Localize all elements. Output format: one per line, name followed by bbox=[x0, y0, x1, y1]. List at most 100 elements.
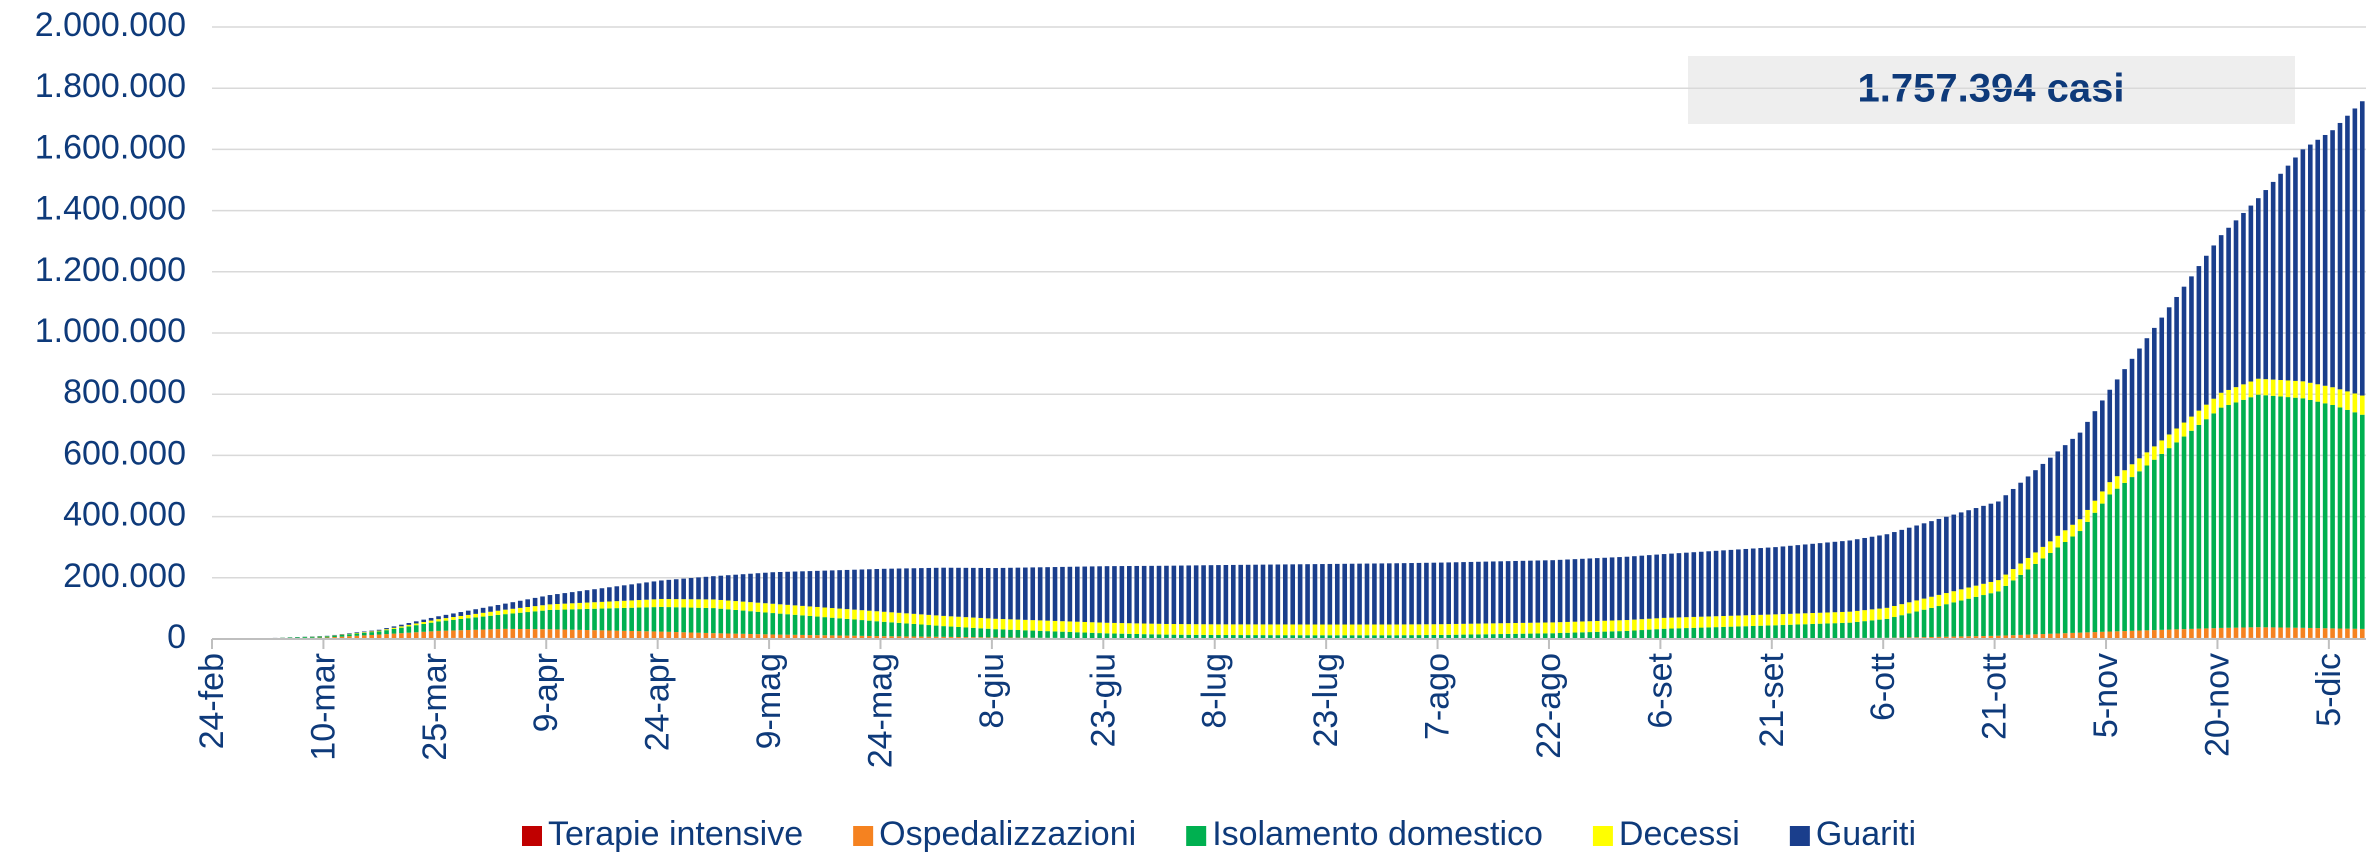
bar-segment bbox=[948, 626, 954, 637]
bar-segment bbox=[896, 636, 902, 639]
bar-segment bbox=[384, 629, 389, 631]
bar-segment bbox=[1394, 624, 1400, 636]
bar-segment bbox=[1476, 623, 1481, 635]
bar-segment bbox=[2352, 393, 2358, 413]
bar-segment bbox=[2307, 144, 2313, 383]
bar-segment bbox=[1624, 620, 1630, 631]
bar-segment bbox=[881, 611, 887, 622]
bar-segment bbox=[1089, 622, 1095, 633]
bar-segment bbox=[815, 635, 820, 639]
bar-segment bbox=[2255, 378, 2261, 395]
bar-segment bbox=[904, 623, 909, 637]
bar-segment bbox=[1958, 636, 1964, 639]
bar-segment bbox=[1788, 624, 1793, 639]
bar-segment bbox=[465, 618, 471, 630]
bar-segment bbox=[1661, 628, 1667, 639]
bar-segment bbox=[1498, 634, 1503, 639]
bar-segment bbox=[1468, 561, 1474, 624]
bar-segment bbox=[517, 629, 523, 638]
bar-segment bbox=[919, 636, 924, 639]
bar-segment bbox=[829, 635, 835, 639]
bar-segment bbox=[376, 630, 382, 632]
bar-segment bbox=[517, 612, 523, 630]
bar-segment bbox=[1765, 625, 1771, 639]
bar-segment bbox=[785, 571, 790, 605]
bar-segment bbox=[822, 617, 828, 636]
grid bbox=[212, 26, 2366, 640]
bar-segment bbox=[896, 568, 902, 613]
bar-segment bbox=[2293, 397, 2298, 628]
bar-segment bbox=[1929, 607, 1934, 637]
bar-segment bbox=[644, 631, 649, 639]
bar-segment bbox=[2196, 410, 2202, 425]
bar-segment bbox=[421, 631, 426, 639]
bar-segment bbox=[2166, 307, 2172, 435]
bar-segment bbox=[2345, 628, 2350, 638]
bar-segment bbox=[629, 584, 634, 601]
bar-segment bbox=[2285, 627, 2291, 638]
bar-segment bbox=[339, 634, 345, 637]
bar-segment bbox=[2181, 436, 2187, 630]
legend-label: Guariti bbox=[1816, 815, 1916, 853]
bar-segment bbox=[480, 629, 486, 638]
bar-segment bbox=[1721, 550, 1726, 616]
bar-segment bbox=[777, 613, 783, 635]
bar-segment bbox=[2337, 389, 2343, 408]
bar-segment bbox=[1869, 609, 1875, 621]
bar-segment bbox=[2159, 317, 2165, 441]
bar-segment bbox=[391, 627, 397, 629]
bar-segment bbox=[2085, 421, 2090, 510]
bar-segment bbox=[2233, 387, 2239, 403]
bar-segment bbox=[985, 618, 991, 629]
bar-segment bbox=[2278, 380, 2283, 397]
bar-segment bbox=[785, 634, 790, 639]
bar-segment bbox=[2181, 422, 2187, 437]
bar-segment bbox=[1104, 566, 1110, 623]
bar-segment bbox=[547, 609, 553, 630]
bar-segment bbox=[1810, 623, 1815, 639]
bar-segment bbox=[2241, 212, 2246, 385]
bar-segment bbox=[1617, 620, 1622, 632]
bar-segment bbox=[391, 626, 397, 628]
bar-segment bbox=[2181, 286, 2187, 423]
bar-segment bbox=[1899, 529, 1905, 605]
bar-segment bbox=[688, 599, 694, 608]
bar-segment bbox=[480, 607, 486, 613]
bar-segment bbox=[1127, 566, 1132, 624]
bar-segment bbox=[1334, 563, 1340, 625]
bar-segment bbox=[473, 613, 478, 618]
bar-segment bbox=[703, 607, 709, 633]
y-tick-label: 400.000 bbox=[63, 496, 186, 534]
bar-segment bbox=[1728, 549, 1734, 616]
bar-segment bbox=[2174, 442, 2179, 630]
bar-segment bbox=[993, 568, 998, 619]
bar-segment bbox=[2010, 635, 2016, 639]
bar-segment bbox=[1394, 563, 1400, 625]
bar-segment bbox=[592, 608, 597, 631]
bar-segment bbox=[926, 567, 932, 615]
bar-segment bbox=[2152, 459, 2157, 631]
bar-segment bbox=[1461, 634, 1466, 639]
bar-segment bbox=[599, 588, 605, 602]
bar-segment bbox=[1297, 635, 1303, 639]
bar-segment bbox=[2100, 631, 2105, 639]
bar-segment bbox=[1327, 624, 1333, 636]
bar-segment bbox=[1230, 564, 1236, 625]
bar-segment bbox=[436, 630, 441, 638]
bar-segment bbox=[1869, 536, 1875, 610]
bar-segment bbox=[555, 594, 560, 605]
bar-segment bbox=[1624, 556, 1630, 621]
bar-segment bbox=[332, 635, 337, 638]
bar-segment bbox=[2315, 139, 2321, 385]
bar-segment bbox=[436, 619, 441, 622]
bar-segment bbox=[1112, 566, 1117, 623]
bar-segment bbox=[495, 614, 501, 630]
bar-segment bbox=[1327, 635, 1333, 639]
bar-segment bbox=[1164, 565, 1169, 624]
bar-segment bbox=[1832, 541, 1838, 613]
bar-segment bbox=[2352, 412, 2358, 629]
bar-segment bbox=[443, 618, 449, 621]
bar-segment bbox=[599, 630, 605, 639]
bar-segment bbox=[1141, 634, 1147, 639]
bar-segment bbox=[2100, 400, 2105, 492]
